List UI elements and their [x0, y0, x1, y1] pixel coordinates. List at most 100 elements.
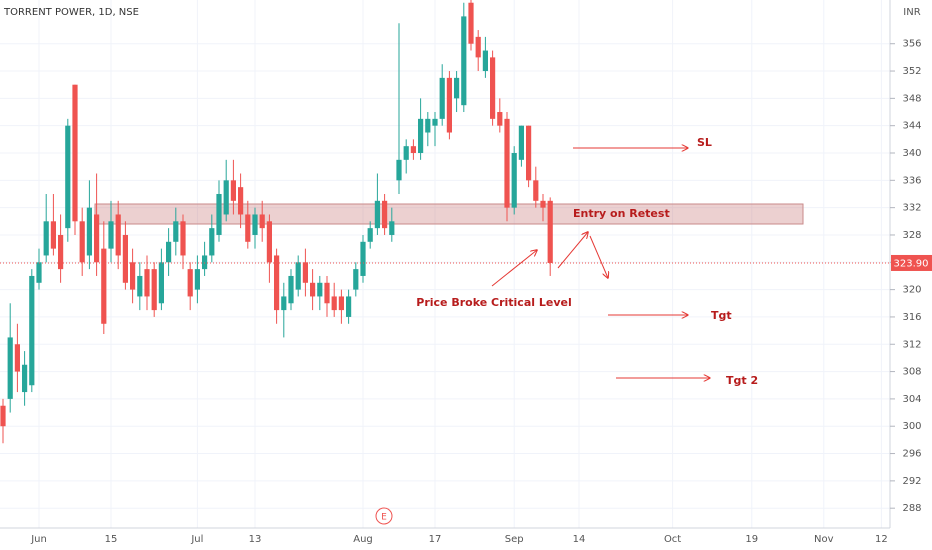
- candle-body: [158, 262, 164, 304]
- axes: 2882922963003043083123163203243283323363…: [30, 39, 932, 545]
- candle-body: [173, 221, 179, 242]
- y-tick-label: 312: [902, 339, 921, 350]
- x-tick-label: 13: [249, 534, 262, 545]
- candle-body: [324, 282, 330, 304]
- candle-body: [180, 221, 186, 256]
- x-tick-label: 14: [573, 534, 586, 545]
- y-tick-label: 336: [902, 175, 921, 186]
- candle-body: [490, 57, 496, 119]
- y-tick-label: 292: [902, 476, 921, 487]
- candle-body: [245, 214, 251, 242]
- candle-body: [72, 84, 78, 222]
- candle-body: [0, 405, 6, 427]
- x-tick-label: Jun: [30, 534, 47, 545]
- candle-body: [432, 118, 438, 126]
- candle-body: [238, 187, 244, 215]
- annotation: Tgt: [711, 309, 732, 322]
- candle-body: [288, 275, 294, 304]
- candle-body: [14, 344, 20, 372]
- candle-body: [86, 207, 92, 256]
- x-tick-label: 15: [105, 534, 118, 545]
- annotation: Price Broke Critical Level: [416, 296, 571, 309]
- y-tick-label: 300: [902, 421, 921, 432]
- last-price-box: [891, 254, 932, 271]
- candle-body: [187, 269, 193, 297]
- candle-body: [511, 153, 517, 208]
- candle-body: [281, 296, 287, 311]
- candle-body: [518, 125, 524, 160]
- candle-body: [65, 125, 71, 229]
- y-tick-label: 332: [902, 203, 921, 214]
- candle-body: [36, 262, 42, 283]
- arrow: [589, 235, 608, 278]
- y-tick-label: 320: [902, 285, 921, 296]
- candle-body: [50, 221, 56, 249]
- candle-body: [266, 221, 272, 263]
- candle-body: [482, 50, 488, 72]
- candle-body: [396, 159, 402, 181]
- x-tick-label: 19: [745, 534, 758, 545]
- candle-body: [310, 282, 316, 297]
- candle-body: [418, 118, 424, 154]
- candle-body: [43, 221, 49, 256]
- candle-body: [7, 337, 13, 399]
- x-tick-label: Aug: [353, 534, 373, 545]
- candle-body: [79, 221, 85, 263]
- candle-body: [504, 118, 510, 208]
- candle-body: [353, 269, 359, 290]
- x-tick-label: Jul: [190, 534, 203, 545]
- candle-body: [367, 228, 373, 242]
- x-tick-label: 17: [429, 534, 442, 545]
- candle-body: [403, 146, 409, 160]
- candle-body: [302, 262, 308, 283]
- annotation: Tgt 2: [726, 374, 758, 387]
- candle-body: [439, 77, 445, 119]
- candle-body: [223, 180, 229, 215]
- candle-body: [295, 262, 301, 290]
- candle-body: [475, 36, 481, 58]
- annotation: SL: [697, 136, 712, 149]
- candle-body: [209, 228, 215, 256]
- candle-body: [425, 118, 431, 133]
- y-tick-label: 352: [902, 66, 921, 77]
- candle-body: [202, 255, 208, 270]
- candle-body: [454, 77, 460, 99]
- currency: INR: [903, 7, 920, 18]
- y-tick-label: 316: [902, 312, 921, 323]
- event-marker[interactable]: [375, 507, 393, 525]
- candle-body: [533, 180, 539, 201]
- candle-body: [108, 221, 114, 249]
- candle-body: [540, 200, 546, 208]
- annotation: Entry on Retest: [573, 207, 670, 220]
- grid: [0, 0, 890, 528]
- y-tick-label: 328: [902, 230, 921, 241]
- candle-body: [382, 200, 388, 229]
- candle-body: [101, 248, 107, 324]
- candle-body: [58, 234, 64, 270]
- candles: [0, 0, 553, 444]
- candle-body: [216, 193, 222, 235]
- event-label: E: [381, 513, 387, 523]
- candle-body: [338, 296, 344, 311]
- y-tick-label: 344: [902, 121, 921, 132]
- x-tick-label: Nov: [814, 534, 834, 545]
- y-tick-label: 340: [902, 148, 921, 159]
- candle-body: [115, 214, 121, 256]
- candle-body: [130, 262, 136, 290]
- candle-body: [122, 234, 128, 283]
- candle-body: [461, 16, 467, 106]
- candle-body: [389, 221, 395, 235]
- candle-body: [346, 296, 352, 317]
- candle-body: [317, 282, 323, 297]
- arrow: [557, 232, 588, 269]
- x-tick-label: Oct: [664, 534, 681, 545]
- y-tick-label: 288: [902, 503, 921, 514]
- y-tick-label: 348: [902, 93, 921, 104]
- candle-body: [230, 180, 236, 201]
- candle-body: [331, 296, 337, 311]
- candle-body: [446, 77, 452, 133]
- y-tick-label: 304: [902, 394, 921, 405]
- candle-body: [468, 2, 474, 44]
- candle-body: [259, 214, 265, 229]
- chart-title: TORRENT POWER, 1D, NSE: [3, 7, 139, 18]
